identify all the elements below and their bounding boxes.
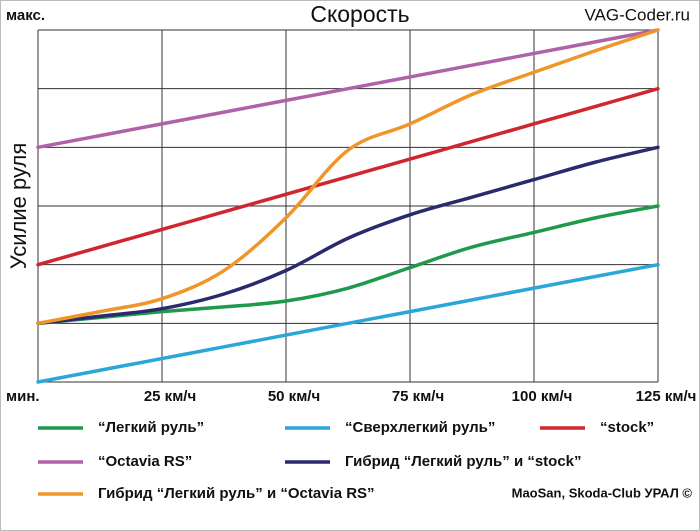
legend-label: “Сверхлегкий руль” [345,419,495,436]
x-tick-label: 75 км/ч [392,388,444,405]
series-line [36,262,660,384]
series-line [36,145,660,326]
series-line [36,86,660,267]
credit: MaoSan, Skoda-Club УРАЛ © [512,485,693,500]
legend-label: Гибрид “Легкий руль” и “stock” [345,453,582,470]
legend-label: Гибрид “Легкий руль” и “Octavia RS” [98,485,375,502]
watermark: VAG-Coder.ru [584,5,690,24]
series-line [36,28,660,326]
x-tick-label: 100 км/ч [512,388,573,405]
y-tick-label: мин. [6,388,40,405]
series-line [36,204,660,326]
legend-label: “stock” [600,419,654,436]
x-tick-label: 50 км/ч [268,388,320,405]
x-tick-label: 125 км/ч [636,388,697,405]
legend-label: “Octavia RS” [98,453,192,470]
series-line [36,28,660,150]
chart-title: Скорость [310,1,409,27]
legend-label: “Легкий руль” [98,419,204,436]
x-tick-label: 25 км/ч [144,388,196,405]
y-tick-label: макс. [6,7,45,24]
y-axis-label: Усилие руля [6,143,31,270]
